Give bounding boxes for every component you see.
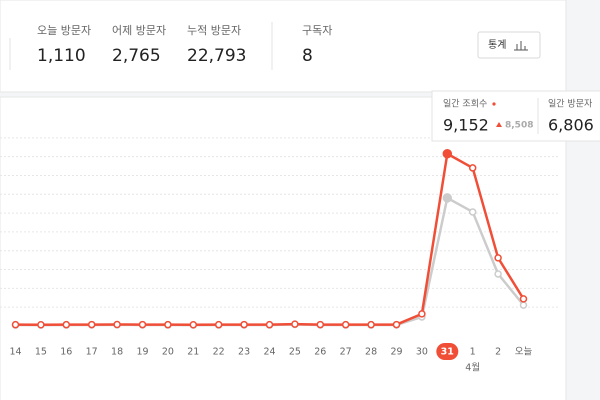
plot: 14 15 16 17 18 19 20 21 22 23 24 25 26 27 28 29 30 31 4월 1 2… [0, 137, 560, 374]
data-point [494, 270, 502, 278]
x-tick-label: 15 [35, 347, 47, 358]
stat-label: 누적 방문자 [187, 24, 241, 37]
tooltip: 일간 조회수 9,152 8,508 일간 방문자 6,806 [431, 90, 600, 142]
data-point [113, 320, 121, 329]
stat-value: 2,765 [112, 46, 161, 66]
data-point [316, 320, 325, 329]
x-tick-label: 14 [9, 347, 21, 358]
x-tick-label: 31 [441, 347, 454, 358]
data-point [11, 320, 20, 329]
x-tick-label: 24 [263, 347, 275, 358]
x-tick-label: 16 [60, 347, 72, 358]
up-arrow [496, 122, 502, 127]
tooltip-value: 9,152 [443, 116, 489, 135]
x-tick-label: 20 [162, 347, 174, 358]
data-point [62, 320, 71, 329]
x-tick-label: 1 [470, 347, 476, 358]
x-tick-label: 25 [289, 347, 301, 358]
data-point [291, 320, 299, 328]
data-point [164, 320, 172, 329]
stat-value: 1,110 [37, 46, 86, 66]
stat-label: 오늘 방문자 [37, 24, 91, 37]
data-point [87, 320, 96, 329]
data-point [341, 320, 350, 329]
tooltip-value: 6,806 [548, 116, 594, 135]
x-tick-label: 19 [136, 347, 148, 358]
data-point [138, 320, 147, 329]
tooltip-dot [492, 102, 496, 106]
x-tick-label: 28 [365, 347, 377, 358]
tooltip-change: 8,508 [505, 121, 533, 131]
x-tick-label: 23 [238, 347, 250, 358]
button-icon [514, 41, 528, 51]
stat-value: 22,793 [187, 46, 246, 66]
x-tick-label: 30 [416, 347, 428, 358]
data-point [265, 320, 274, 329]
data-point [189, 321, 198, 329]
x-tick-label: 오늘 [515, 347, 533, 358]
x-tick-label: 18 [111, 347, 123, 358]
data-point [468, 208, 477, 216]
data-point [468, 164, 477, 172]
tooltip-label: 일간 방문자 [548, 99, 593, 110]
stat-label: 구독자 [302, 24, 332, 37]
data-point [494, 254, 502, 262]
stat-value: 8 [302, 46, 313, 66]
month-label: 4월 [465, 362, 480, 374]
x-tick-label: 27 [340, 347, 352, 358]
summary-card [0, 0, 567, 93]
data-point [37, 321, 45, 329]
stat-label: 어제 방문자 [112, 24, 166, 37]
tooltip-label: 일간 조회수 [443, 99, 487, 110]
x-tick-label: 26 [314, 347, 326, 358]
chart-card [0, 96, 567, 400]
data-point [214, 320, 223, 329]
x-tick-label: 21 [187, 347, 199, 358]
highlight-pill [436, 343, 459, 360]
data-point [519, 301, 528, 309]
button-label[interactable]: 통계 [488, 39, 506, 51]
button-frame[interactable] [477, 31, 541, 59]
data-point [519, 295, 528, 303]
stats-button[interactable]: 통계 [477, 31, 541, 59]
data-point [442, 193, 453, 203]
data-point [367, 320, 375, 329]
x-tick-label: 2 [495, 347, 501, 358]
data-point [240, 320, 248, 329]
x-tick-label: 22 [213, 347, 225, 358]
x-tick-label: 29 [390, 347, 402, 358]
x-tick-label: 17 [86, 347, 98, 358]
data-point [442, 149, 453, 159]
data-point [392, 320, 401, 329]
tooltip-box [431, 90, 600, 142]
data-point [418, 310, 426, 318]
